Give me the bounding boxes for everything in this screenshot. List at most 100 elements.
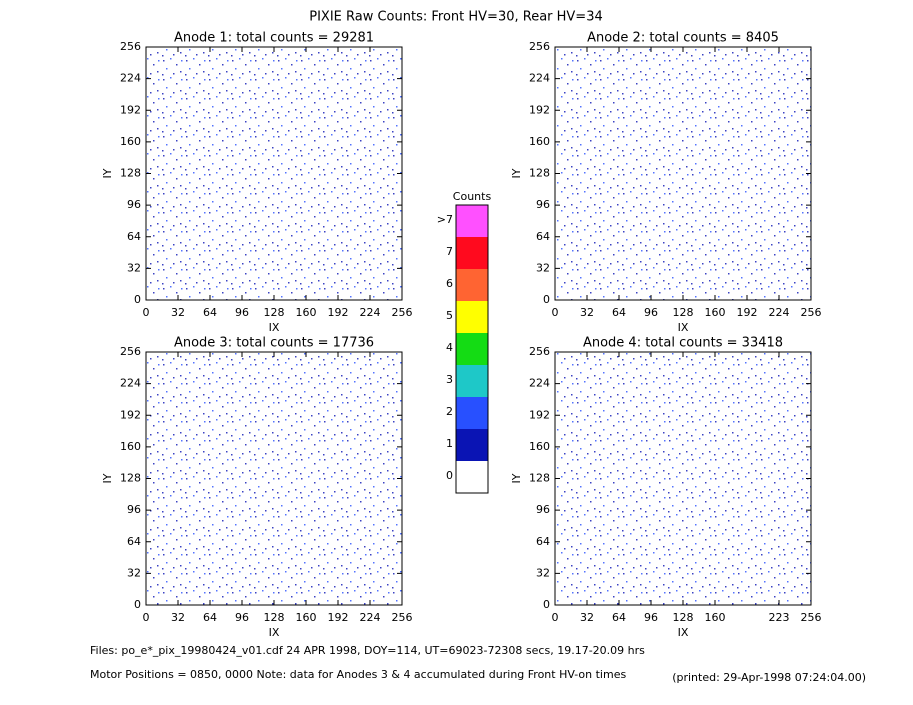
colorbar-cell — [456, 365, 488, 397]
colorbar-label: 4 — [446, 341, 453, 354]
count-texture — [146, 352, 402, 605]
y-tick-label: 128 — [120, 167, 141, 180]
y-tick-label: 256 — [120, 345, 141, 358]
y-tick-label: 160 — [529, 440, 550, 453]
y-axis-label: IY — [510, 168, 523, 178]
count-texture — [146, 47, 402, 300]
colorbar-cell — [456, 429, 488, 461]
y-tick-label: 64 — [536, 230, 550, 243]
y-tick-label: 32 — [536, 566, 550, 579]
y-tick-label: 224 — [529, 377, 550, 390]
x-tick-label: 0 — [143, 306, 150, 319]
y-tick-label: 96 — [536, 198, 550, 211]
y-axis-label: IY — [101, 168, 114, 178]
y-tick-label: 256 — [120, 40, 141, 53]
y-tick-label: 224 — [529, 72, 550, 85]
y-tick-label: 32 — [127, 566, 141, 579]
colorbar-label: 1 — [446, 437, 453, 450]
x-tick-label: 160 — [705, 306, 726, 319]
x-tick-label: 128 — [264, 306, 285, 319]
x-tick-label: 160 — [296, 611, 317, 624]
x-tick-label: 192 — [328, 306, 349, 319]
x-tick-label: 64 — [612, 611, 626, 624]
x-tick-label: 0 — [143, 611, 150, 624]
x-tick-label: 224 — [360, 306, 381, 319]
page-title: PIXIE Raw Counts: Front HV=30, Rear HV=3… — [309, 10, 603, 25]
x-tick-label: 128 — [264, 611, 285, 624]
x-tick-label: 224 — [360, 611, 381, 624]
x-axis-label: IX — [678, 626, 689, 639]
y-tick-label: 96 — [127, 198, 141, 211]
x-tick-label: 64 — [612, 306, 626, 319]
y-tick-label: 32 — [127, 261, 141, 274]
x-tick-label: 96 — [235, 611, 249, 624]
panel-title: Anode 1: total counts = 29281 — [174, 31, 374, 46]
y-tick-label: 160 — [120, 440, 141, 453]
colorbar-label: 7 — [446, 245, 453, 258]
count-texture — [555, 352, 811, 605]
x-tick-label: 192 — [737, 306, 758, 319]
x-tick-label: 96 — [644, 611, 658, 624]
x-tick-label: 64 — [203, 611, 217, 624]
colorbar-title: Counts — [453, 190, 492, 203]
colorbar-frame — [455, 204, 489, 494]
y-tick-label: 160 — [529, 135, 550, 148]
y-axis-label: IY — [101, 473, 114, 483]
y-tick-label: 64 — [536, 535, 550, 548]
y-tick-label: 192 — [120, 408, 141, 421]
colorbar-cell — [456, 333, 488, 365]
y-axis-label: IY — [510, 473, 523, 483]
count-texture — [555, 47, 811, 300]
x-tick-label: 64 — [203, 306, 217, 319]
x-tick-label: 192 — [328, 611, 349, 624]
colorbar-label: 6 — [446, 277, 453, 290]
y-tick-label: 256 — [529, 345, 550, 358]
x-tick-label: 128 — [673, 611, 694, 624]
colorbar-label: 5 — [446, 309, 453, 322]
panel-title: Anode 4: total counts = 33418 — [583, 336, 783, 351]
x-tick-label: 96 — [644, 306, 658, 319]
x-tick-label: 128 — [673, 306, 694, 319]
colorbar-cell — [456, 461, 488, 493]
y-tick-label: 32 — [536, 261, 550, 274]
x-tick-label: 32 — [171, 611, 185, 624]
y-tick-label: 256 — [529, 40, 550, 53]
colorbar-label: >7 — [437, 213, 453, 226]
y-tick-label: 224 — [120, 377, 141, 390]
colorbar-cell — [456, 397, 488, 429]
y-tick-label: 0 — [543, 598, 550, 611]
y-tick-label: 128 — [529, 167, 550, 180]
panel-title: Anode 3: total counts = 17736 — [174, 336, 374, 351]
y-tick-label: 192 — [529, 408, 550, 421]
y-tick-label: 64 — [127, 535, 141, 548]
colorbar-cell — [456, 205, 488, 237]
footer-printed: (printed: 29-Apr-1998 07:24:04.00) — [672, 671, 866, 684]
footer-motor: Motor Positions = 0850, 0000 Note: data … — [90, 668, 626, 681]
colorbar-cell — [456, 269, 488, 301]
y-tick-label: 160 — [120, 135, 141, 148]
x-tick-label: 0 — [552, 306, 559, 319]
y-tick-label: 192 — [120, 103, 141, 116]
colorbar-label: 0 — [446, 469, 453, 482]
y-tick-label: 128 — [529, 472, 550, 485]
y-tick-label: 0 — [543, 293, 550, 306]
y-tick-label: 64 — [127, 230, 141, 243]
colorbar-label: 3 — [446, 373, 453, 386]
y-tick-label: 96 — [127, 503, 141, 516]
x-tick-label: 160 — [705, 611, 726, 624]
footer-files: Files: po_e*_pix_19980424_v01.cdf 24 APR… — [90, 644, 645, 657]
colorbar-cell — [456, 237, 488, 269]
x-axis-label: IX — [269, 321, 280, 334]
x-tick-label: 96 — [235, 306, 249, 319]
y-tick-label: 128 — [120, 472, 141, 485]
x-axis-label: IX — [678, 321, 689, 334]
x-axis-label: IX — [269, 626, 280, 639]
x-tick-label: 256 — [392, 611, 413, 624]
x-tick-label: 256 — [801, 306, 822, 319]
y-tick-label: 0 — [134, 293, 141, 306]
colorbar-label: 2 — [446, 405, 453, 418]
x-tick-label: 0 — [552, 611, 559, 624]
x-tick-label: 224 — [769, 306, 790, 319]
colorbar-cell — [456, 301, 488, 333]
